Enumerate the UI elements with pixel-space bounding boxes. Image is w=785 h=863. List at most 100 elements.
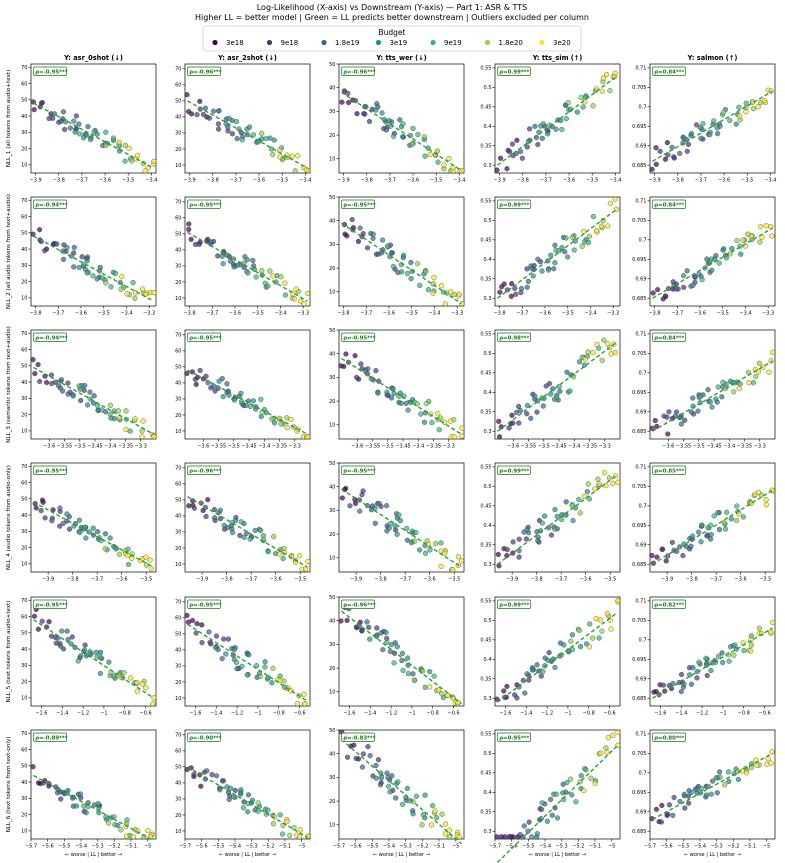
scatter-point: [186, 226, 192, 232]
scatter-point: [364, 619, 370, 625]
scatter-point: [193, 630, 199, 636]
scatter-point: [419, 822, 425, 828]
scatter-point: [540, 668, 546, 675]
y-tick-label: 40: [175, 781, 181, 787]
rho-label: ρ=-0.95***: [343, 335, 376, 341]
scatter-point: [351, 742, 357, 748]
scatter-point: [140, 418, 146, 424]
scatter-point: [216, 108, 222, 114]
scatter-point: [578, 94, 584, 101]
scatter-point: [703, 792, 710, 798]
scatter-point: [111, 416, 118, 422]
y-tick-label: 60: [21, 347, 27, 353]
scatter-point: [727, 117, 733, 124]
x-tick-label: −3.6: [424, 577, 436, 583]
scatter-point: [259, 130, 265, 136]
plot-frame: [649, 329, 776, 440]
x-tick-label: −3.8: [493, 311, 505, 317]
scatter-point: [75, 658, 81, 664]
scatter-point: [596, 635, 602, 641]
x-tick-label: −3.6: [694, 311, 706, 317]
scatter-point: [753, 374, 759, 380]
scatter-point: [757, 223, 764, 230]
scatter-point: [509, 141, 516, 147]
x-tick-label: −3.35: [272, 444, 287, 450]
scatter-point: [97, 654, 104, 660]
y-tick-label: 0.3: [484, 562, 492, 568]
scatter-point: [383, 127, 389, 133]
y-tick-label: 70: [21, 598, 27, 604]
scatter-point: [140, 681, 146, 687]
scatter-point: [76, 121, 82, 127]
rho-label: ρ=-0.83***: [343, 735, 376, 741]
scatter-point: [564, 779, 570, 786]
scatter-point: [696, 529, 702, 535]
scatter-point: [296, 834, 303, 840]
column-title: Y: salmon (↑): [687, 54, 738, 62]
rho-label: ρ=-0.95***: [189, 602, 222, 608]
scatter-point: [587, 621, 593, 627]
fit-line: [497, 474, 618, 565]
y-tick-label: 20: [21, 279, 27, 285]
scatter-point: [301, 691, 307, 697]
scatter-point: [450, 567, 456, 573]
scatter-point: [408, 276, 414, 282]
y-tick-label: 70: [175, 466, 181, 472]
scatter-point: [396, 512, 402, 518]
scatter-point: [423, 269, 429, 275]
panel-r6-c5: −5.7 −5.6 −5.5 −5.4 −5.3 −5.2 −5.1 −5 0.685 0.69 0…: [632, 729, 776, 858]
scatter-point: [339, 495, 345, 501]
y-tick-label: 0.705: [632, 85, 646, 91]
scatter-point: [507, 149, 513, 155]
y-tick-label: 0.5: [484, 351, 492, 357]
scatter-point: [194, 112, 200, 118]
scatter-point: [87, 389, 93, 395]
scatter-point: [95, 529, 101, 535]
x-tick-label: −3.3: [451, 311, 463, 317]
plot-frame: [184, 729, 311, 840]
scatter-point: [409, 141, 416, 147]
scatter-point: [259, 268, 265, 274]
scatter-point: [42, 515, 48, 521]
scatter-point: [707, 536, 714, 542]
scatter-point: [732, 642, 738, 648]
y-tick-label: 20: [329, 399, 335, 405]
fit-line: [187, 496, 308, 568]
scatter-point: [554, 513, 560, 520]
scatter-point: [726, 778, 732, 785]
scatter-point: [46, 780, 52, 787]
x-tick-label: −3.3: [143, 311, 155, 317]
scatter-point: [664, 414, 670, 420]
scatter-point: [289, 153, 295, 159]
scatter-point: [551, 266, 557, 272]
scatter-point: [203, 373, 209, 379]
x-tick-label: −5: [298, 844, 305, 850]
rho-box: [187, 332, 221, 342]
scatter-point: [69, 634, 75, 640]
scatter-point: [198, 783, 204, 789]
scatter-point: [384, 389, 390, 395]
rho-label: ρ=-0.95***: [35, 69, 68, 75]
panel-r3-c4: −3.6 −3.55 −3.5 −3.45 −3.4 −3.35 −3.3 0.3 0.35 0.…: [480, 329, 621, 450]
x-tick-label: −3.5: [98, 311, 110, 317]
y-tick-label: 20: [21, 412, 27, 418]
x-tick-label: −3.3: [607, 311, 619, 317]
y-tick-label: 0.5: [484, 484, 492, 490]
x-tick-label: −0.8: [427, 711, 439, 717]
scatter-point: [696, 271, 702, 277]
scatter-point: [395, 779, 401, 785]
y-tick-label: 40: [329, 85, 335, 91]
x-tick-label: −3.9: [196, 577, 208, 583]
scatter-point: [529, 266, 535, 272]
x-tick-label: −3.4: [104, 444, 116, 450]
scatter-point: [678, 689, 684, 695]
scatter-point: [562, 249, 568, 255]
scatter-point: [606, 475, 612, 481]
scatter-point: [682, 417, 688, 423]
scatter-point: [66, 526, 73, 532]
scatter-point: [770, 349, 776, 355]
scatter-point: [509, 412, 515, 418]
y-tick-label: 20: [329, 133, 335, 139]
x-tick-label: −3.8: [686, 577, 698, 583]
scatter-point: [446, 155, 452, 162]
